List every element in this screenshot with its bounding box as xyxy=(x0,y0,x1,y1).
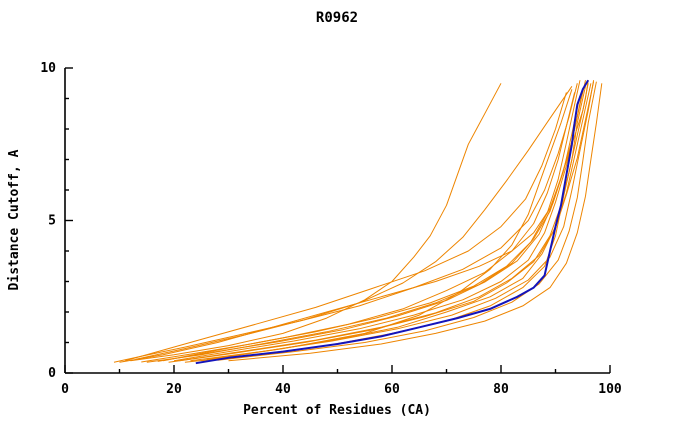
series-model-09 xyxy=(163,92,576,362)
series-model-15 xyxy=(135,86,573,360)
plot-area: 0 20 40 60 80 100 0 5 10 xyxy=(40,61,622,397)
series-model-17 xyxy=(217,81,597,361)
series-model-16 xyxy=(157,95,581,362)
x-tick-label: 100 xyxy=(598,382,622,397)
series-model-04 xyxy=(184,86,586,363)
series-model-outlier-left xyxy=(130,83,502,362)
x-tick-label: 20 xyxy=(166,382,182,397)
x-tick-label: 40 xyxy=(275,382,291,397)
series-model-03 xyxy=(119,83,589,363)
x-tick-label: 60 xyxy=(384,382,400,397)
y-tick-label: 5 xyxy=(48,214,56,229)
series-model-14 xyxy=(179,81,595,362)
series-model-12 xyxy=(124,92,567,362)
x-tick-label: 80 xyxy=(493,382,509,397)
series-model-08 xyxy=(146,80,586,363)
y-tick-label: 10 xyxy=(40,61,56,76)
series-model-10 xyxy=(206,83,592,360)
x-tick-label: 0 xyxy=(61,382,69,397)
series-model-11 xyxy=(190,80,595,362)
series-model-07 xyxy=(173,89,584,362)
y-tick-label: 0 xyxy=(48,366,56,381)
series-model-18 xyxy=(141,80,581,363)
series-model-06 xyxy=(113,83,578,363)
chart-title: R0962 xyxy=(316,10,358,26)
series-model-05 xyxy=(228,83,603,362)
x-axis-label: Percent of Residues (CA) xyxy=(243,403,431,418)
y-axis-label: Distance Cutoff, A xyxy=(7,149,22,290)
series-highlight-model xyxy=(195,79,590,365)
series-model-02 xyxy=(201,89,573,362)
